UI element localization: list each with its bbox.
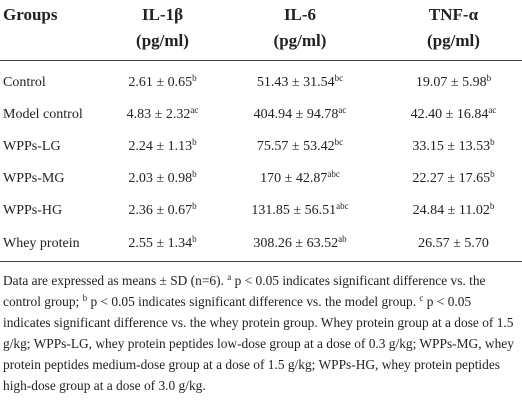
- value-cell: 22.27 ± 17.65b: [385, 163, 522, 195]
- group-cell: Control: [0, 61, 110, 100]
- group-cell: Model control: [0, 99, 110, 131]
- cell-text: 19.07 ± 5.98: [415, 75, 487, 90]
- superscript: bc: [334, 73, 344, 83]
- cell-text: Model control: [3, 107, 83, 122]
- header-cell: IL-1β (pg/ml): [110, 0, 215, 61]
- cell-text: 2.36 ± 0.67: [128, 203, 193, 218]
- value-cell: 2.61 ± 0.65b: [110, 61, 215, 100]
- superscript: bc: [334, 137, 344, 147]
- cell-text: 22.27 ± 17.65: [412, 171, 491, 186]
- group-cell: WPPs-HG: [0, 195, 110, 227]
- group-cell: WPPs-LG: [0, 131, 110, 163]
- cell-text: WPPs-LG: [3, 139, 61, 154]
- value-cell: 19.07 ± 5.98b: [385, 61, 522, 100]
- cell-text: WPPs-MG: [3, 171, 65, 186]
- table-row: Whey protein 2.55 ± 1.34b 308.26 ± 63.52ab…: [0, 227, 522, 262]
- superscript: ac: [190, 105, 199, 115]
- cell-text: 131.85 ± 56.51: [251, 203, 337, 218]
- value-cell: 2.03 ± 0.98b: [110, 163, 215, 195]
- cell-text: Control: [3, 75, 46, 90]
- value-cell: 26.57 ± 5.70: [385, 227, 522, 262]
- value-cell: 131.85 ± 56.51abc: [215, 195, 385, 227]
- superscript: b: [489, 201, 495, 211]
- superscript: ac: [338, 105, 347, 115]
- header-row: Groups IL-1β (pg/ml) IL-6 (pg/ml) TNF-α (pg/ml…: [0, 0, 522, 61]
- footnote-text: p < 0.05 indicates significant differenc…: [3, 273, 486, 309]
- cell-text: Whey protein: [3, 236, 80, 251]
- value-cell: 33.15 ± 13.53b: [385, 131, 522, 163]
- header-unit: (pg/ml): [273, 31, 327, 50]
- cell-text: 2.61 ± 0.65: [128, 75, 193, 90]
- footnote-text: p < 0.05 indicates significant differenc…: [3, 294, 514, 393]
- value-cell: 24.84 ± 11.02b: [385, 195, 522, 227]
- cell-text: 2.55 ± 1.34: [128, 236, 193, 251]
- value-cell: 4.83 ± 2.32ac: [110, 99, 215, 131]
- footnote-superscript: b: [82, 293, 88, 303]
- cell-text: 2.03 ± 0.98: [128, 171, 193, 186]
- superscript: ac: [488, 105, 497, 115]
- superscript: b: [490, 169, 495, 179]
- footnote-superscript: c: [419, 293, 424, 303]
- header-cell: TNF-α (pg/ml): [385, 0, 522, 61]
- superscript: b: [486, 73, 492, 83]
- value-cell: 75.57 ± 53.42bc: [215, 131, 385, 163]
- superscript: abc: [327, 169, 340, 179]
- table-body: Control 2.61 ± 0.65b 51.43 ± 31.54bc 19.07 …: [0, 61, 522, 262]
- table-row: WPPs-HG 2.36 ± 0.67b 131.85 ± 56.51abc 24.8…: [0, 195, 522, 227]
- header-unit: (pg/ml): [136, 31, 189, 50]
- cell-text: 4.83 ± 2.32: [126, 107, 191, 122]
- group-cell: Whey protein: [0, 227, 110, 262]
- header-name: IL-1β: [141, 5, 184, 24]
- value-cell: 308.26 ± 63.52ab: [215, 227, 385, 262]
- superscript: ab: [338, 234, 347, 244]
- group-cell: WPPs-MG: [0, 163, 110, 195]
- footnote-text: Data are expressed as means ± SD (n=6).: [3, 273, 228, 288]
- footnote-text: p < 0.05 indicates significant differenc…: [87, 294, 420, 309]
- cell-text: 33.15 ± 13.53: [412, 139, 491, 154]
- cell-text: 308.26 ± 63.52: [253, 236, 339, 251]
- header-name: IL-6: [283, 5, 317, 24]
- superscript: b: [490, 137, 495, 147]
- value-cell: 2.36 ± 0.67b: [110, 195, 215, 227]
- value-cell: 170 ± 42.87abc: [215, 163, 385, 195]
- value-cell: 2.24 ± 1.13b: [110, 131, 215, 163]
- value-cell: 51.43 ± 31.54bc: [215, 61, 385, 100]
- superscript: b: [192, 201, 197, 211]
- cell-text: 404.94 ± 94.78: [253, 107, 339, 122]
- cell-text: 75.57 ± 53.42: [256, 139, 335, 154]
- cell-text: WPPs-HG: [3, 203, 63, 218]
- superscript: b: [192, 234, 197, 244]
- cell-text: 51.43 ± 31.54: [256, 75, 335, 90]
- superscript: b: [192, 73, 197, 83]
- cell-text: 170 ± 42.87: [260, 171, 328, 186]
- superscript: b: [192, 169, 197, 179]
- header-cell: Groups: [0, 0, 110, 61]
- table-row: WPPs-LG 2.24 ± 1.13b 75.57 ± 53.42bc 33.15 …: [0, 131, 522, 163]
- value-cell: 42.40 ± 16.84ac: [385, 99, 522, 131]
- footnote: Data are expressed as means ± SD (n=6). …: [0, 262, 522, 396]
- header-cell: IL-6 (pg/ml): [215, 0, 385, 61]
- cell-text: 24.84 ± 11.02: [412, 203, 490, 218]
- header-name: Groups: [3, 5, 58, 24]
- header-name: TNF-α: [428, 5, 479, 24]
- header-unit: (pg/ml): [427, 31, 480, 50]
- cell-text: 26.57 ± 5.70: [418, 236, 489, 251]
- footnote-superscript: a: [227, 272, 232, 282]
- superscript: b: [192, 137, 197, 147]
- cell-text: 42.40 ± 16.84: [410, 107, 489, 122]
- value-cell: 404.94 ± 94.78ac: [215, 99, 385, 131]
- data-table: Groups IL-1β (pg/ml) IL-6 (pg/ml) TNF-α (pg/ml…: [0, 0, 522, 262]
- table-row: Control 2.61 ± 0.65b 51.43 ± 31.54bc 19.07 …: [0, 61, 522, 100]
- superscript: abc: [336, 201, 349, 211]
- cell-text: 2.24 ± 1.13: [128, 139, 193, 154]
- table-row: WPPs-MG 2.03 ± 0.98b 170 ± 42.87abc 22.27 ±…: [0, 163, 522, 195]
- table-row: Model control 4.83 ± 2.32ac 404.94 ± 94.78…: [0, 99, 522, 131]
- value-cell: 2.55 ± 1.34b: [110, 227, 215, 262]
